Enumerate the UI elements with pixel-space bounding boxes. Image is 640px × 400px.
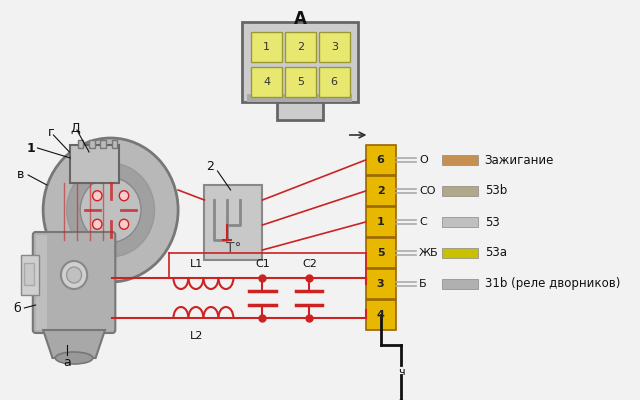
Text: 3: 3 (331, 42, 338, 52)
Text: 5: 5 (297, 77, 304, 87)
Bar (442, 248, 478, 258)
Text: L2: L2 (190, 331, 204, 341)
Text: 2: 2 (377, 186, 385, 196)
Text: 6: 6 (377, 155, 385, 165)
Text: 2: 2 (297, 42, 304, 52)
Bar (89, 140, 95, 148)
Bar (242, 22, 358, 102)
Text: 1: 1 (27, 142, 36, 154)
Bar (365, 145, 396, 175)
Bar (276, 102, 323, 120)
Text: б: б (13, 302, 20, 314)
Circle shape (61, 261, 87, 289)
Bar (252, 32, 282, 62)
Text: L1: L1 (190, 259, 204, 269)
Bar (365, 176, 396, 206)
Bar (100, 140, 106, 148)
Bar (70, 145, 119, 183)
Circle shape (67, 267, 81, 283)
Text: 31b (реле дворников): 31b (реле дворников) (484, 278, 620, 290)
Circle shape (119, 219, 129, 229)
Bar (442, 217, 478, 227)
Text: 1: 1 (377, 217, 385, 227)
Bar (111, 140, 117, 148)
FancyBboxPatch shape (33, 232, 115, 333)
Text: 4: 4 (263, 77, 270, 87)
Circle shape (67, 163, 154, 257)
Text: ч: ч (398, 367, 404, 377)
Circle shape (93, 219, 102, 229)
Bar (319, 67, 349, 97)
Bar (442, 279, 478, 289)
Text: Б: Б (419, 279, 427, 289)
Text: Д: Д (70, 122, 80, 134)
Text: 5: 5 (377, 248, 385, 258)
Bar (319, 32, 349, 62)
Ellipse shape (55, 352, 93, 364)
Bar (248, 94, 353, 102)
Text: 4: 4 (377, 310, 385, 320)
Circle shape (43, 138, 178, 282)
Text: A: A (294, 10, 307, 28)
Text: O: O (419, 155, 428, 165)
Text: г: г (48, 126, 55, 140)
Text: CO: CO (419, 186, 436, 196)
Circle shape (119, 191, 129, 201)
Text: в: в (17, 168, 24, 182)
Text: C2: C2 (302, 259, 317, 269)
Circle shape (80, 178, 141, 242)
Polygon shape (43, 330, 105, 358)
Text: Зажигание: Зажигание (484, 154, 554, 166)
Bar (365, 300, 396, 330)
Text: ЖБ: ЖБ (419, 248, 438, 258)
Text: 53b: 53b (484, 184, 507, 198)
Bar (252, 67, 282, 97)
Bar (78, 140, 83, 148)
Text: T°: T° (226, 241, 241, 255)
Circle shape (93, 191, 102, 201)
Bar (365, 207, 396, 237)
Text: 6: 6 (331, 77, 338, 87)
Bar (36, 235, 47, 330)
Bar (442, 186, 478, 196)
Bar (442, 155, 478, 165)
Text: C: C (419, 217, 427, 227)
Bar (24, 263, 34, 285)
Bar (285, 67, 316, 97)
Text: а: а (63, 356, 72, 368)
Text: 1: 1 (263, 42, 270, 52)
Text: C1: C1 (255, 259, 270, 269)
Text: 53: 53 (484, 216, 499, 228)
Bar (285, 32, 316, 62)
Text: 3: 3 (377, 279, 385, 289)
Bar (365, 238, 396, 268)
Bar (365, 269, 396, 299)
Bar (20, 255, 40, 295)
Text: 2: 2 (206, 160, 214, 174)
Bar (204, 185, 262, 260)
Text: 53a: 53a (484, 246, 507, 260)
